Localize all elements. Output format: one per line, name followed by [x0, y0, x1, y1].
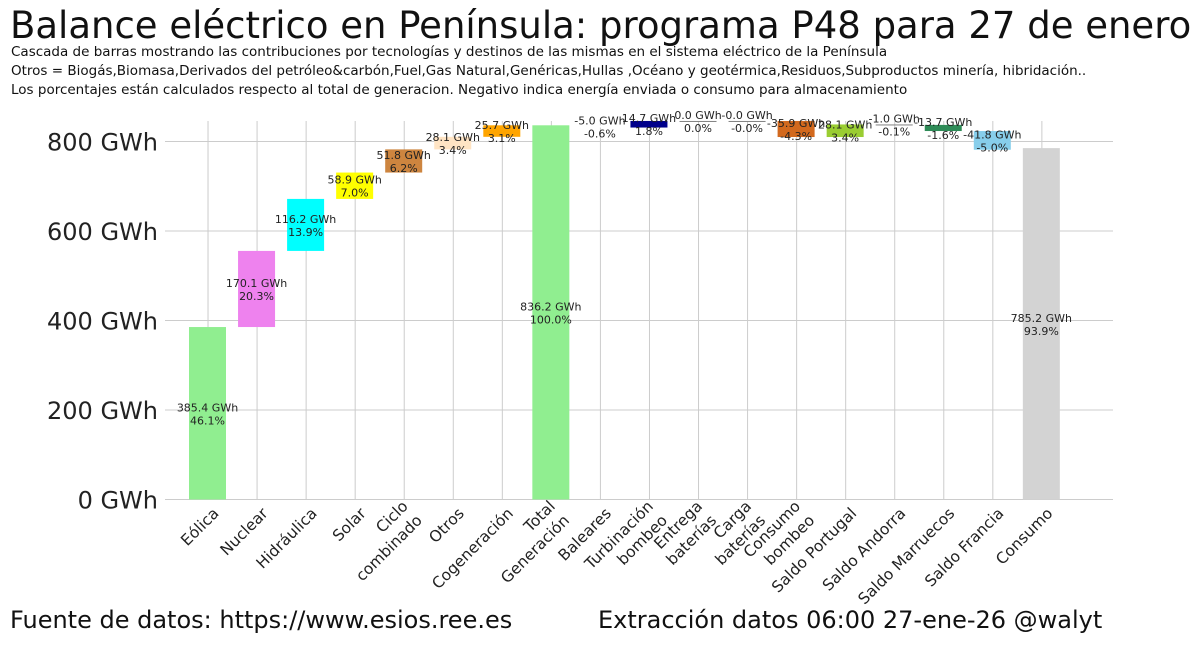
bar	[238, 250, 276, 328]
y-tick-label: 800 GWh	[47, 129, 158, 157]
y-tick-label: 0 GWh	[78, 487, 158, 515]
bar	[924, 124, 962, 132]
bar-percent-label: 1.8%	[635, 125, 663, 138]
bar	[973, 131, 1011, 150]
subtitle-line-2: Otros = Biogás,Biomasa,Derivados del pet…	[11, 63, 1087, 79]
bar-percent-label: 3.1%	[488, 132, 516, 145]
bar-value-label: 25.7 GWh	[475, 119, 529, 132]
x-tick-label: Saldo Andorra	[819, 504, 909, 594]
bar	[287, 198, 325, 251]
bar-percent-label: -4.3%	[780, 130, 812, 143]
bar	[679, 120, 717, 122]
bar-percent-label: 7.0%	[341, 187, 369, 200]
x-tick-label: Solar	[329, 504, 370, 545]
bar-percent-label: 3.4%	[439, 144, 467, 157]
bar-percent-label: -0.0%	[731, 122, 763, 135]
bar-value-label: 58.9 GWh	[327, 174, 381, 187]
bar	[630, 120, 668, 128]
chart-title: Balance eléctrico en Península: programa…	[10, 4, 1192, 47]
bar	[728, 120, 766, 122]
bar-value-label: -13.7 GWh	[914, 116, 972, 129]
x-tick-label: Eólica	[177, 504, 222, 549]
bar-value-label: 385.4 GWh	[177, 401, 238, 414]
data-source: Fuente de datos: https://www.esios.ree.e…	[10, 606, 513, 634]
bar-value-label: 28.1 GWh	[818, 119, 872, 132]
bar	[189, 327, 226, 500]
bar	[385, 149, 423, 173]
bar-value-label: 14.7 GWh	[622, 112, 676, 125]
bar	[581, 125, 619, 128]
y-tick-label: 600 GWh	[47, 218, 158, 246]
y-tick-label: 200 GWh	[47, 397, 158, 425]
extraction-info: Extracción datos 06:00 27-ene-26 @walyt	[598, 606, 1103, 634]
bar-percent-label: -5.0%	[976, 141, 1008, 154]
subtitle-line-1: Cascada de barras mostrando las contribu…	[11, 44, 888, 60]
bar-percent-label: 100.0%	[530, 313, 572, 326]
bar-value-label: 28.1 GWh	[426, 131, 480, 144]
x-tick-label: Entregabaterías	[649, 497, 721, 569]
bar-percent-label: 46.1%	[190, 414, 225, 427]
bar-percent-label: 0.0%	[684, 122, 712, 135]
bar-value-label: 51.8 GWh	[377, 149, 431, 162]
bar-percent-label: -0.1%	[878, 126, 910, 139]
bar-percent-label: 3.4%	[831, 132, 859, 145]
bar-value-label: -35.9 GWh	[767, 117, 825, 130]
bar-percent-label: -1.6%	[927, 129, 959, 142]
bar-value-label: -41.8 GWh	[963, 128, 1021, 141]
bar-value-label: -0.0 GWh	[721, 109, 772, 122]
bar	[336, 172, 374, 199]
bar-value-label: 116.2 GWh	[275, 213, 336, 226]
y-tick-label: 400 GWh	[47, 308, 158, 336]
bar-value-label: -5.0 GWh	[574, 114, 625, 127]
bar-value-label: 170.1 GWh	[226, 277, 287, 290]
subtitle-line-3: Los porcentajes están calculados respect…	[11, 82, 908, 98]
bar-value-label: -1.0 GWh	[869, 113, 920, 126]
bar-value-label: 0.0 GWh	[674, 109, 721, 122]
bar	[777, 120, 815, 138]
bar-percent-label: 6.2%	[390, 162, 418, 175]
bar-value-label: 785.2 GWh	[1011, 312, 1072, 325]
bar	[483, 125, 521, 137]
bar	[1022, 148, 1060, 500]
bar-percent-label: 13.9%	[288, 226, 323, 239]
bar-percent-label: -0.6%	[584, 127, 616, 140]
bar	[532, 125, 570, 500]
bar	[434, 136, 472, 150]
x-tick-label: Otros	[425, 504, 467, 546]
bar	[875, 124, 913, 126]
bar	[826, 124, 864, 138]
bar-percent-label: 20.3%	[239, 290, 274, 303]
bar-percent-label: 93.9%	[1024, 325, 1059, 338]
bar-value-label: 836.2 GWh	[520, 300, 581, 313]
